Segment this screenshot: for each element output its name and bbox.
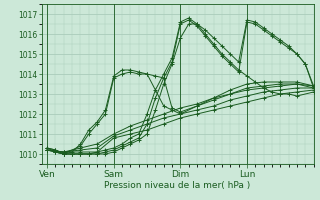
X-axis label: Pression niveau de la mer( hPa ): Pression niveau de la mer( hPa ) <box>104 181 251 190</box>
